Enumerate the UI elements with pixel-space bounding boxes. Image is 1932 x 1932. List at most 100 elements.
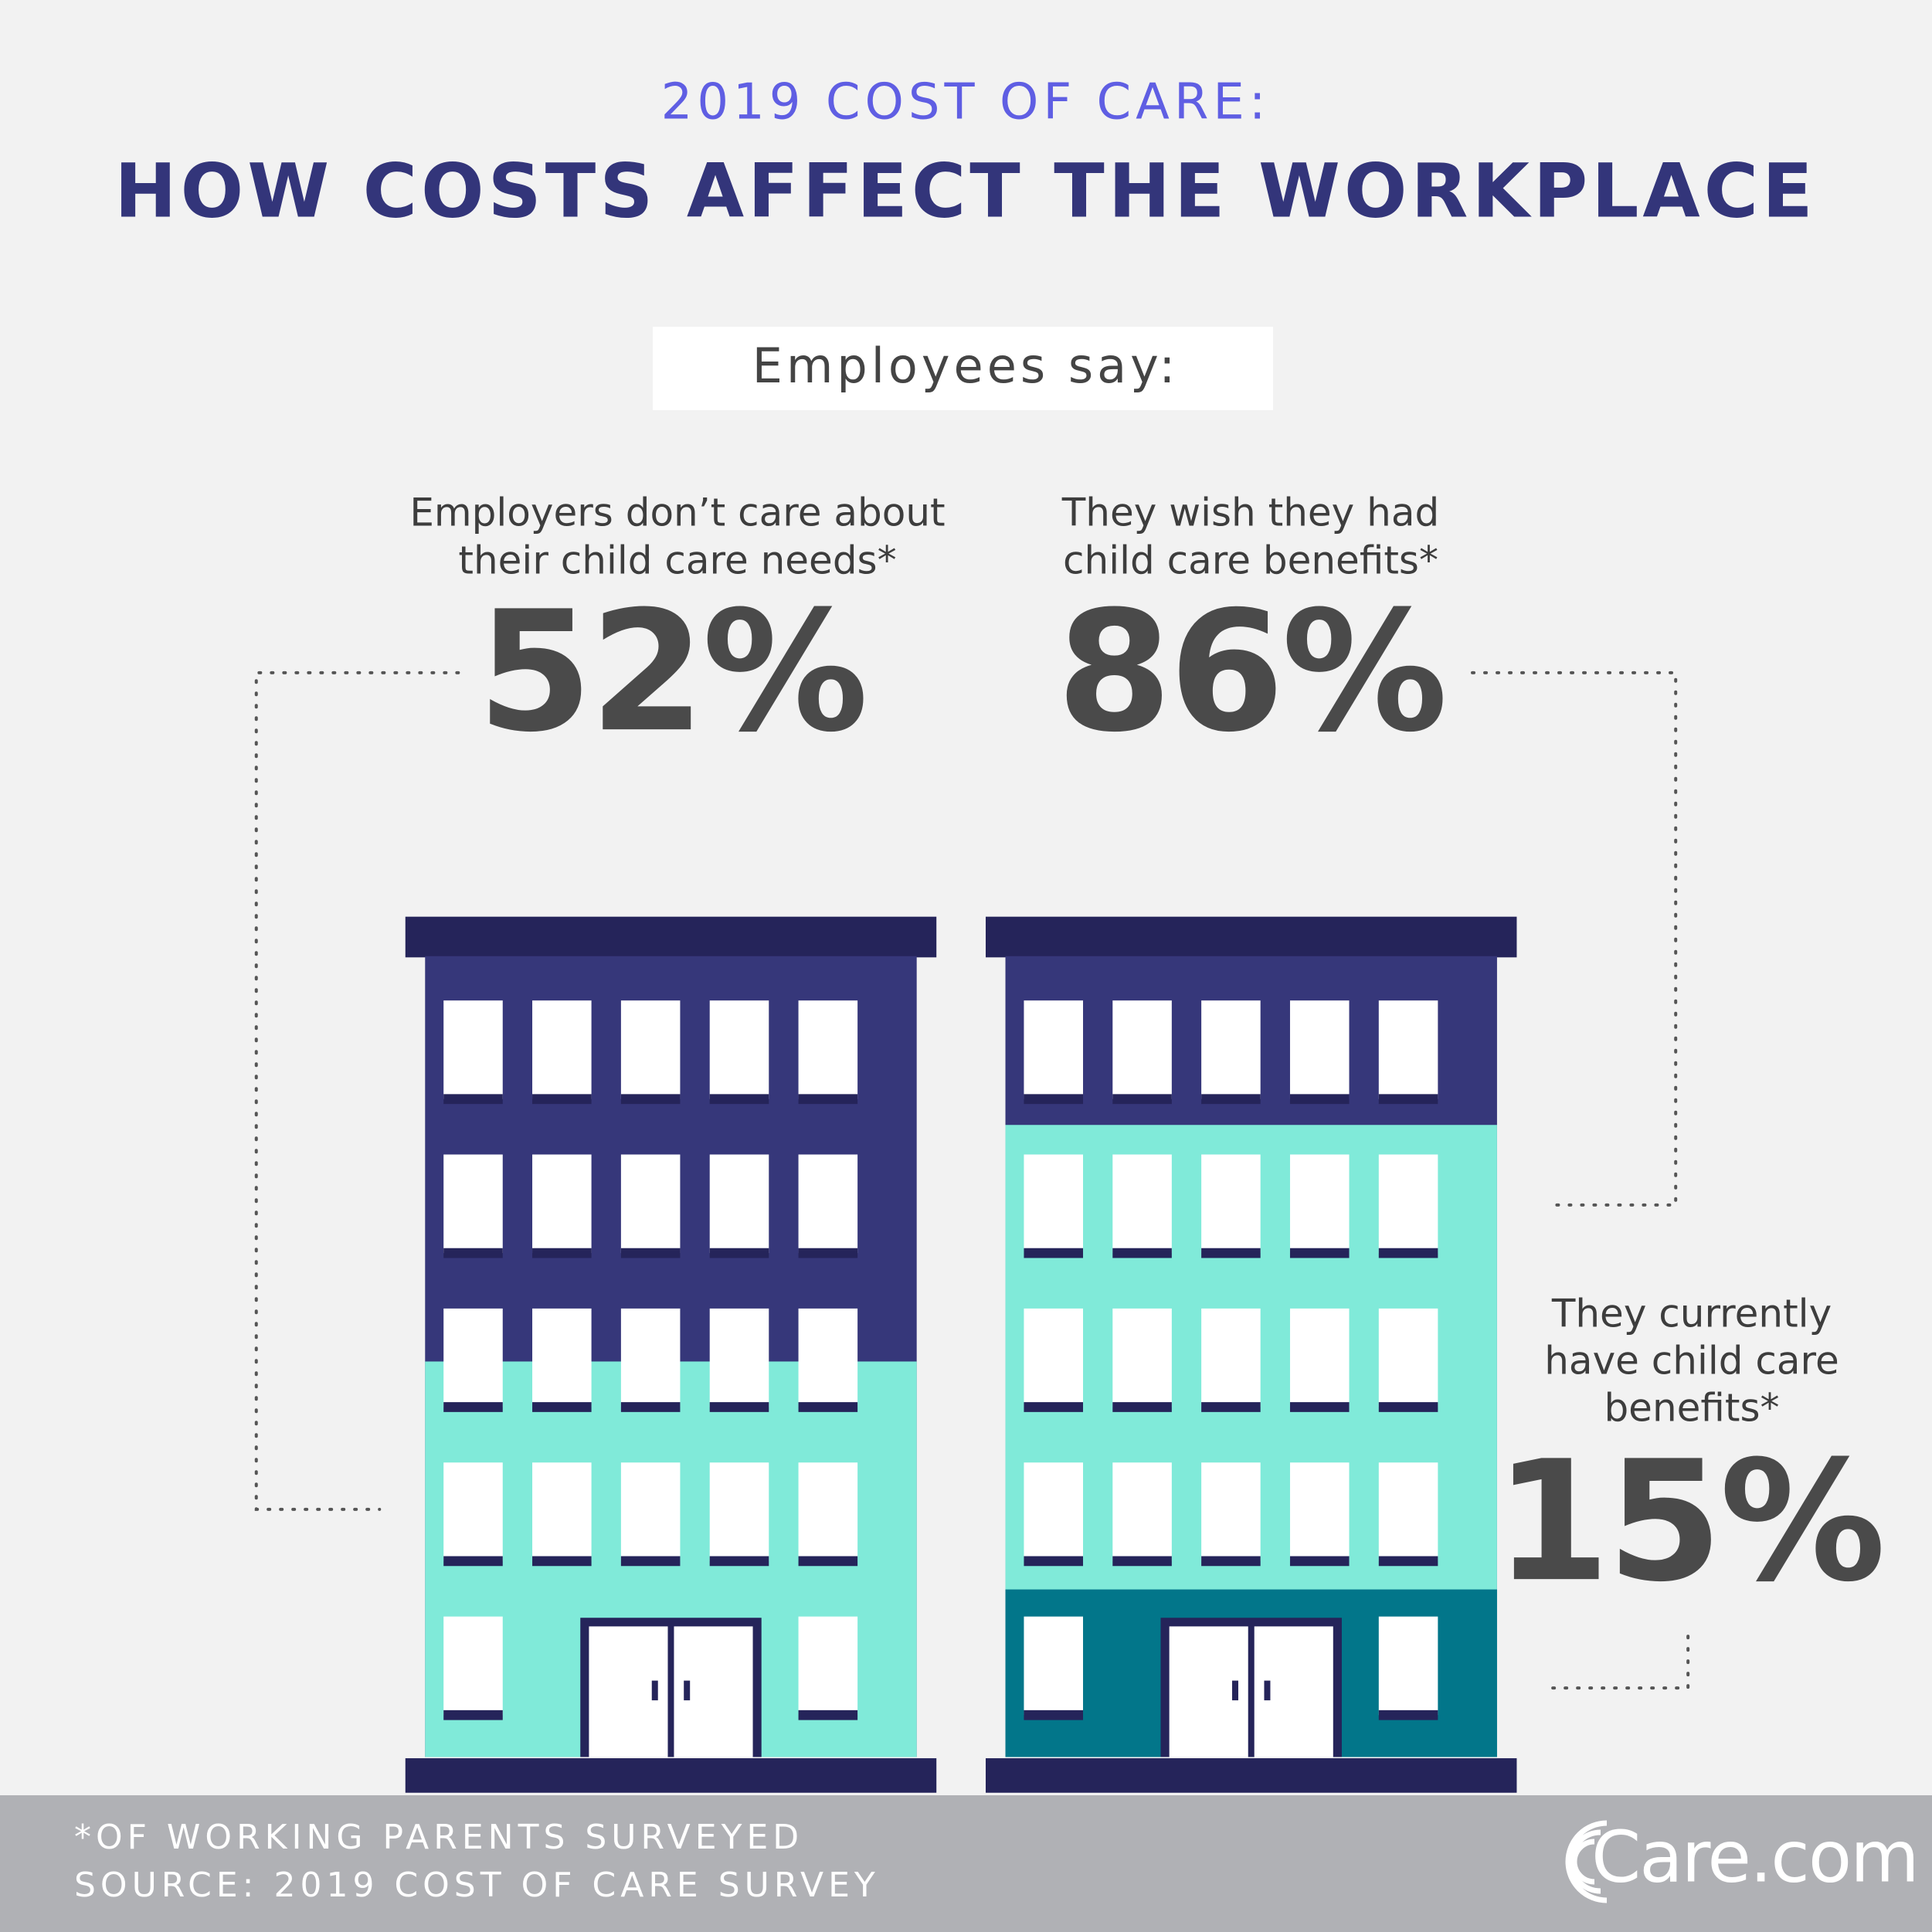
window-sill bbox=[1201, 1094, 1261, 1105]
window-sill bbox=[1201, 1556, 1261, 1567]
window-sill bbox=[1112, 1556, 1172, 1567]
window-sill bbox=[1112, 1094, 1172, 1105]
window bbox=[1201, 1462, 1261, 1561]
window bbox=[1024, 1308, 1084, 1407]
window-sill bbox=[1289, 1094, 1350, 1105]
window bbox=[532, 1000, 592, 1099]
window bbox=[1024, 1462, 1084, 1561]
dotted-connector bbox=[1544, 1635, 1690, 1690]
window bbox=[443, 1308, 503, 1407]
window bbox=[1289, 1154, 1350, 1254]
intro: Employees say: bbox=[752, 338, 1179, 394]
window bbox=[620, 1000, 681, 1099]
window bbox=[1378, 1462, 1438, 1561]
window-sill bbox=[709, 1556, 769, 1567]
window-sill bbox=[1024, 1710, 1084, 1720]
window bbox=[798, 1308, 858, 1407]
footer-source: SOURCE: 2019 COST OF CARE SURVEY bbox=[74, 1866, 880, 1905]
stat-figure: 86% bbox=[1057, 575, 1445, 769]
base bbox=[405, 1758, 937, 1793]
window bbox=[1112, 1000, 1172, 1099]
stat-label: They wish they had bbox=[1061, 491, 1440, 535]
window-sill bbox=[1112, 1402, 1172, 1412]
window bbox=[1201, 1154, 1261, 1254]
window-sill bbox=[1024, 1094, 1084, 1105]
window-sill bbox=[709, 1094, 769, 1105]
artwork bbox=[254, 671, 1690, 1793]
dotted-connector bbox=[1471, 671, 1678, 1207]
window bbox=[709, 1462, 769, 1561]
window-sill bbox=[532, 1248, 592, 1258]
window-sill bbox=[1201, 1248, 1261, 1258]
window-sill bbox=[620, 1248, 681, 1258]
window bbox=[1112, 1462, 1172, 1561]
window-sill bbox=[443, 1710, 503, 1720]
window bbox=[1289, 1462, 1350, 1561]
window bbox=[1112, 1154, 1172, 1254]
window bbox=[1201, 1308, 1261, 1407]
window bbox=[1378, 1000, 1438, 1099]
window bbox=[532, 1462, 592, 1561]
window-sill bbox=[443, 1402, 503, 1412]
window bbox=[709, 1154, 769, 1254]
stat-figure: 15% bbox=[1495, 1424, 1883, 1618]
window-sill bbox=[798, 1248, 858, 1258]
window-sill bbox=[1378, 1710, 1438, 1720]
window bbox=[620, 1308, 681, 1407]
window-sill bbox=[1024, 1248, 1084, 1258]
window bbox=[1201, 1000, 1261, 1099]
window-sill bbox=[1201, 1402, 1261, 1412]
window-sill bbox=[1378, 1402, 1438, 1412]
base bbox=[986, 1758, 1517, 1793]
window-sill bbox=[798, 1710, 858, 1720]
window bbox=[1289, 1000, 1350, 1099]
window-sill bbox=[532, 1556, 592, 1567]
window-sill bbox=[1378, 1094, 1438, 1105]
window-sill bbox=[1024, 1402, 1084, 1412]
window bbox=[1024, 1000, 1084, 1099]
stat-label: child care benefits* bbox=[1063, 538, 1438, 583]
window bbox=[532, 1154, 592, 1254]
dotted-connector bbox=[254, 671, 460, 1511]
door-handle bbox=[651, 1680, 658, 1701]
stat-label: have child care bbox=[1544, 1339, 1839, 1384]
window bbox=[443, 1154, 503, 1254]
stat-label: They currently bbox=[1551, 1292, 1832, 1336]
window-sill bbox=[532, 1094, 592, 1105]
stat-label: their child care needs* bbox=[458, 538, 896, 583]
window bbox=[709, 1308, 769, 1407]
window bbox=[1378, 1154, 1438, 1254]
footer-band bbox=[0, 1795, 1932, 1932]
window bbox=[620, 1154, 681, 1254]
window-sill bbox=[1112, 1248, 1172, 1258]
window-sill bbox=[798, 1402, 858, 1412]
footer-note: *OF WORKING PARENTS SURVEYED bbox=[74, 1818, 803, 1857]
window bbox=[1378, 1308, 1438, 1407]
window-sill bbox=[798, 1094, 858, 1105]
window-sill bbox=[443, 1248, 503, 1258]
window-sill bbox=[1289, 1248, 1350, 1258]
window-sill bbox=[709, 1248, 769, 1258]
window-sill bbox=[532, 1402, 592, 1412]
window bbox=[1378, 1616, 1438, 1716]
roof bbox=[986, 916, 1517, 958]
stat-label: Employers don’t care about bbox=[409, 491, 945, 535]
window-sill bbox=[798, 1556, 858, 1567]
window bbox=[709, 1000, 769, 1099]
logo: Care.com bbox=[1591, 1815, 1918, 1898]
window bbox=[798, 1000, 858, 1099]
roof bbox=[405, 916, 937, 958]
window bbox=[443, 1462, 503, 1561]
window-sill bbox=[1024, 1556, 1084, 1567]
window-sill bbox=[709, 1402, 769, 1412]
window bbox=[1112, 1308, 1172, 1407]
stat-figure: 52% bbox=[477, 575, 866, 769]
window-sill bbox=[620, 1402, 681, 1412]
window bbox=[620, 1462, 681, 1561]
window bbox=[532, 1308, 592, 1407]
window bbox=[798, 1462, 858, 1561]
window bbox=[1024, 1154, 1084, 1254]
window bbox=[1024, 1616, 1084, 1716]
window-sill bbox=[620, 1094, 681, 1105]
